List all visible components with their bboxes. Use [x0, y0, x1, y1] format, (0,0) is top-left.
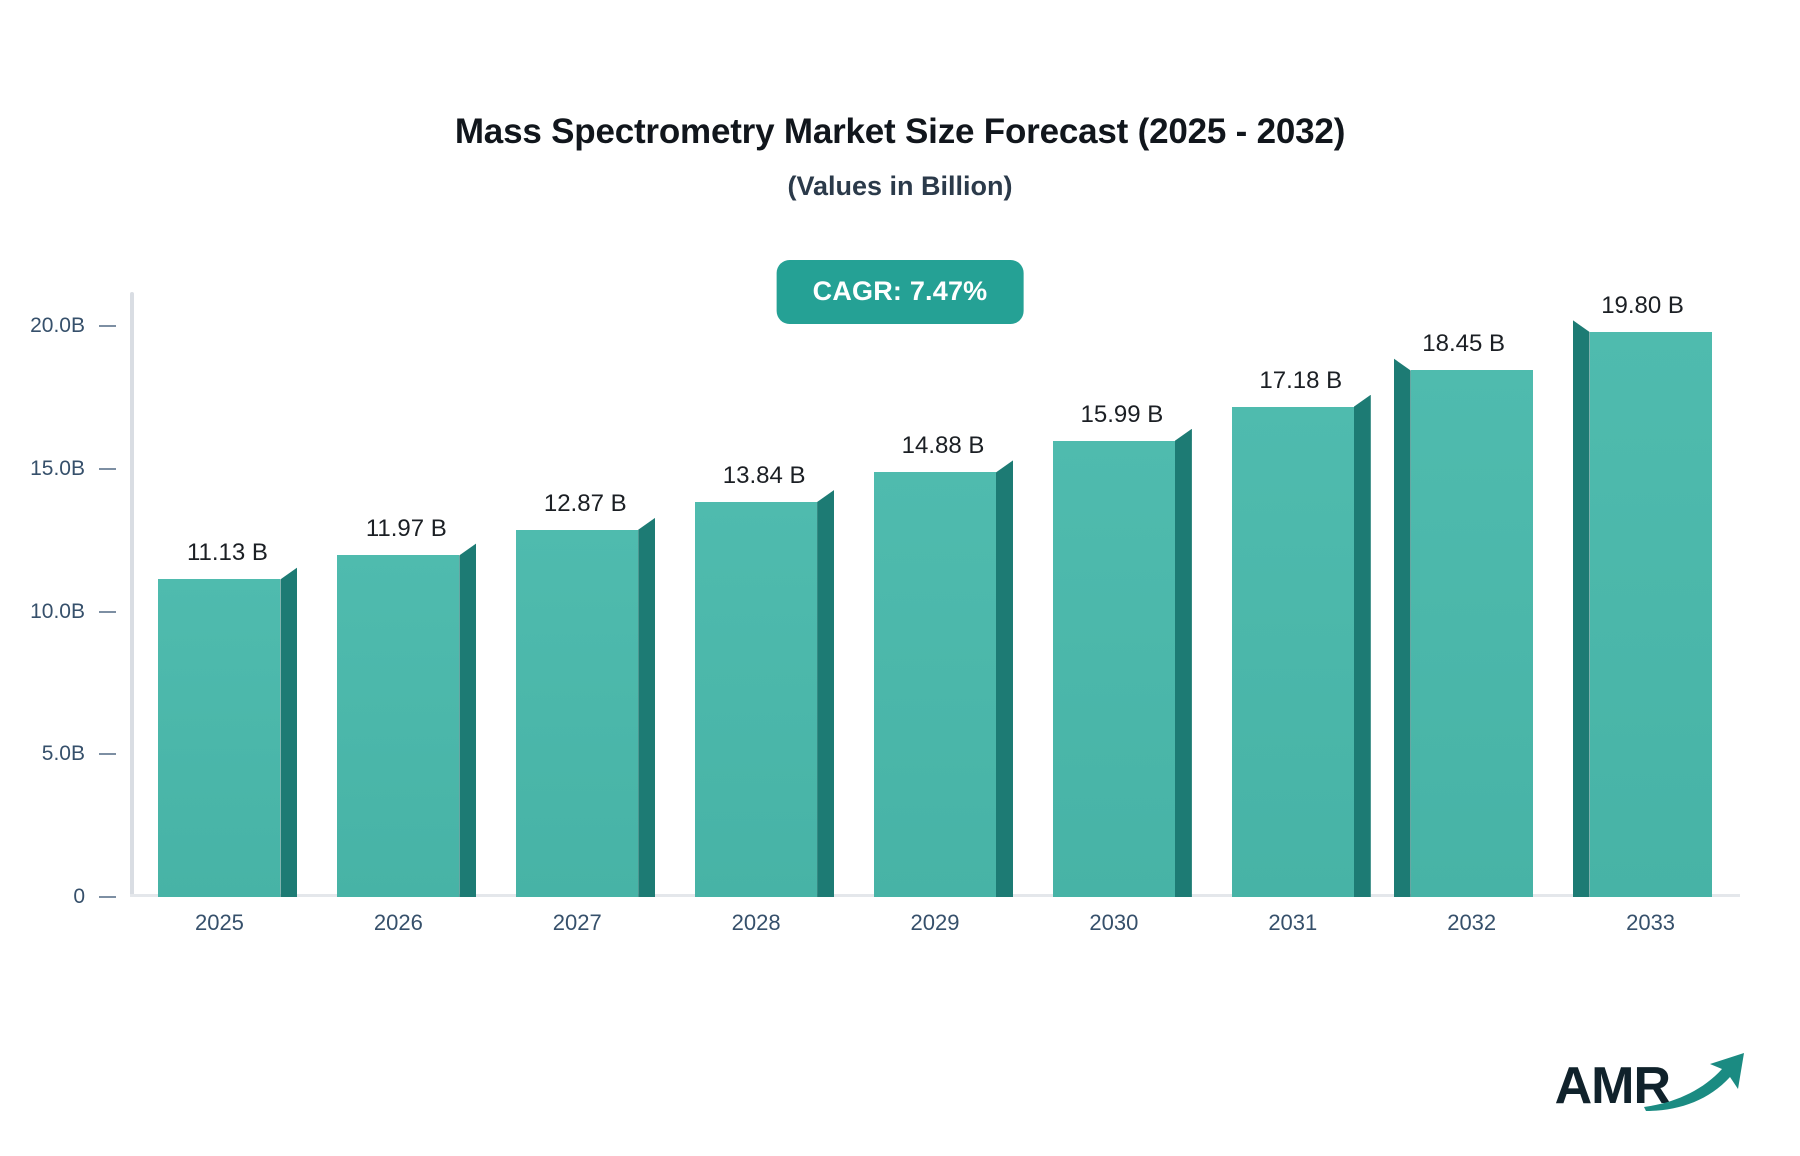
- bar-2025[interactable]: 11.13 B: [158, 539, 298, 897]
- bar-value-label: 15.99 B: [1080, 400, 1164, 428]
- title-block: Mass Spectrometry Market Size Forecast (…: [0, 112, 1800, 202]
- y-axis-line: [130, 292, 134, 897]
- y-axis-tick: 20.0B: [30, 314, 130, 338]
- bar-side-face: [1572, 319, 1590, 897]
- y-axis-tick: 10.0B: [30, 600, 130, 624]
- bar-front-face: 18.45 B: [1410, 330, 1533, 897]
- bar-value-label: 18.45 B: [1422, 330, 1506, 358]
- bar-side-face: [280, 567, 298, 897]
- growth-arrow-icon: [1640, 1051, 1752, 1118]
- bar-2029[interactable]: 14.88 B: [874, 432, 1013, 897]
- bar-side-face: [638, 517, 656, 897]
- bar-front-face: 19.80 B: [1589, 292, 1712, 897]
- bar-2033[interactable]: 19.80 B: [1572, 292, 1712, 897]
- bar-side-face: [996, 460, 1013, 897]
- y-axis-tick-mark: [99, 610, 116, 613]
- bar-front-face: 14.88 B: [874, 432, 996, 897]
- bar-side-face: [817, 490, 835, 897]
- bar-front-face: 12.87 B: [516, 490, 639, 897]
- bar-value-label: 14.88 B: [901, 432, 985, 460]
- y-axis-tick-mark: [99, 753, 116, 756]
- x-axis-label-2029: 2029: [910, 910, 960, 935]
- x-axis-label-2028: 2028: [731, 910, 781, 935]
- y-axis-tick-label: 20.0B: [30, 314, 85, 338]
- x-axis-label-2027: 2027: [552, 910, 602, 935]
- y-axis-tick: 0: [73, 885, 130, 909]
- bar-slot: 18.45 B: [1382, 292, 1561, 897]
- bar-value-label: 11.13 B: [186, 539, 268, 567]
- bar-2026[interactable]: 11.97 B: [337, 515, 477, 897]
- bar-slot: 12.87 B: [488, 292, 667, 897]
- bar-front-face: 13.84 B: [695, 462, 818, 897]
- bar-2031[interactable]: 17.18 B: [1231, 367, 1371, 897]
- bar-slot: 14.88 B: [846, 292, 1025, 897]
- x-axis-label-2025: 2025: [194, 910, 244, 935]
- y-axis-tick-mark: [99, 325, 116, 328]
- bar-value-label: 13.84 B: [722, 462, 806, 490]
- bar-slot: 13.84 B: [667, 292, 846, 897]
- bar-side-face: [1353, 394, 1371, 897]
- x-axis-label-2030: 2030: [1089, 910, 1139, 935]
- y-axis-tick-label: 15.0B: [30, 456, 85, 480]
- bar-value-label: 12.87 B: [543, 489, 627, 517]
- plot-area: 20.0B 15.0B 10.0B 5.0B 0 11.13 B 11.97 B 12.87…: [30, 292, 1740, 908]
- y-axis-tick-label: 10.0B: [30, 599, 85, 623]
- logo-text: AMR: [1554, 1057, 1671, 1115]
- bar-front-face: 15.99 B: [1052, 401, 1175, 897]
- page-title: Mass Spectrometry Market Size Forecast (…: [454, 112, 1346, 151]
- chart-subtitle: (Values in Billion): [787, 171, 1013, 202]
- x-axis-label-2033: 2033: [1626, 910, 1676, 935]
- bar-slot: 19.80 B: [1561, 292, 1740, 897]
- bar-slot: 11.97 B: [309, 292, 488, 897]
- bar-value-label: 19.80 B: [1601, 291, 1684, 319]
- y-axis-tick-label: 0: [73, 885, 85, 908]
- bar-side-face: [459, 543, 477, 897]
- bar-slot: 11.13 B: [130, 292, 309, 897]
- bar-slot: 17.18 B: [1203, 292, 1382, 897]
- bar-front-face: 11.97 B: [337, 515, 460, 897]
- x-axis-label-2032: 2032: [1447, 910, 1497, 935]
- bar-series: 11.13 B 11.97 B 12.87 B 13.84 B 14.88 B 15.99…: [130, 292, 1740, 897]
- bar-front-face: 11.13 B: [158, 539, 281, 897]
- x-axis-label-2026: 2026: [373, 910, 423, 935]
- bar-2028[interactable]: 13.84 B: [695, 462, 835, 897]
- cagr-badge: CAGR: 7.47%: [776, 260, 1024, 324]
- bar-2030[interactable]: 15.99 B: [1052, 401, 1192, 897]
- bar-2027[interactable]: 12.87 B: [516, 490, 656, 897]
- bar-slot: 15.99 B: [1024, 292, 1203, 897]
- bar-side-face: [1393, 358, 1411, 897]
- bar-front-face: 17.18 B: [1231, 367, 1354, 897]
- amr-logo: AMR: [1555, 1051, 1752, 1112]
- bar-value-label: 17.18 B: [1259, 366, 1343, 394]
- x-axis-label-2031: 2031: [1268, 910, 1318, 935]
- x-axis-labels: 2025 2026 2027 2028 2029 2030 2031 2032 2033: [130, 910, 1740, 936]
- y-axis-tick-label: 5.0B: [41, 742, 85, 766]
- y-axis-tick-mark: [99, 467, 116, 470]
- y-axis-tick: 5.0B: [42, 742, 130, 766]
- y-axis-tick-mark: [99, 896, 116, 898]
- bar-value-label: 11.97 B: [365, 515, 447, 543]
- y-axis-tick: 15.0B: [30, 457, 130, 481]
- bar-2032[interactable]: 18.45 B: [1393, 330, 1533, 897]
- bar-side-face: [1174, 428, 1192, 897]
